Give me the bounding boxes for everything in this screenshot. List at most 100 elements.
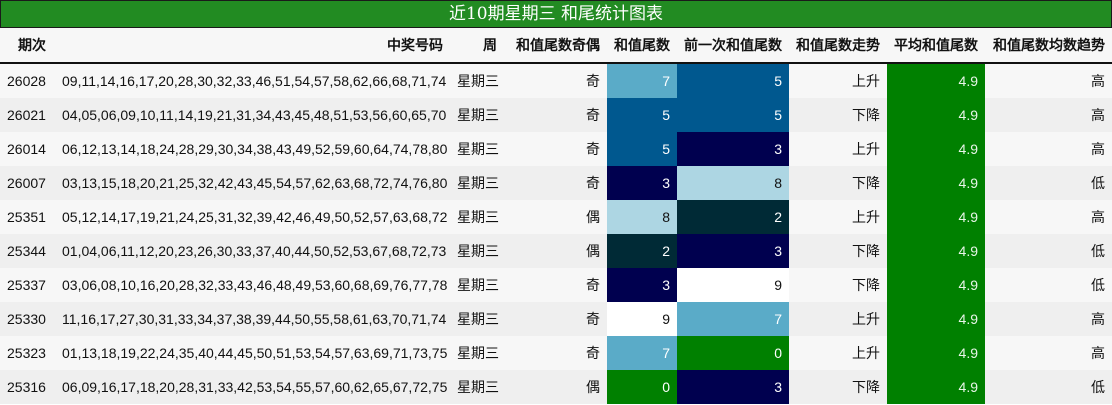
tail-cell: 5 (607, 98, 677, 132)
avg-cell: 4.9 (887, 370, 985, 404)
prev-tail-cell: 5 (677, 98, 789, 132)
avg-cell: 4.9 (887, 98, 985, 132)
period-cell: 25323 (0, 336, 55, 370)
numbers-cell: 01,04,06,11,12,20,23,26,30,33,37,40,44,5… (55, 234, 450, 268)
avg-cell: 4.9 (887, 234, 985, 268)
chart-title: 近10期星期三 和尾统计图表 (0, 0, 1112, 28)
numbers-cell: 11,16,17,27,30,31,33,34,37,38,39,44,50,5… (55, 302, 450, 336)
trend-cell: 上升 (789, 302, 887, 336)
period-cell: 25351 (0, 200, 55, 234)
trend-cell: 上升 (789, 336, 887, 370)
statistics-table: 期次 中奖号码 周 和值尾数奇偶 和值尾数 前一次和值尾数 和值尾数走势 平均和… (0, 28, 1112, 404)
table-row: 26021 04,05,06,09,10,11,14,19,21,31,34,43… (0, 98, 1112, 132)
weekday-cell: 星期三 (450, 370, 504, 404)
numbers-cell: 05,12,14,17,19,21,24,25,31,32,39,42,46,4… (55, 200, 450, 234)
parity-cell: 奇 (504, 166, 607, 200)
header-period: 期次 (0, 28, 55, 64)
tail-cell: 9 (607, 302, 677, 336)
trend-cell: 下降 (789, 98, 887, 132)
trend-cell: 上升 (789, 132, 887, 166)
parity-cell: 偶 (504, 200, 607, 234)
numbers-cell: 06,09,16,17,18,20,28,31,33,42,53,54,55,5… (55, 370, 450, 404)
parity-cell: 奇 (504, 268, 607, 302)
weekday-cell: 星期三 (450, 132, 504, 166)
parity-cell: 奇 (504, 336, 607, 370)
weekday-cell: 星期三 (450, 268, 504, 302)
numbers-cell: 03,13,15,18,20,21,25,32,42,43,45,54,57,6… (55, 166, 450, 200)
avg-cell: 4.9 (887, 268, 985, 302)
weekday-cell: 星期三 (450, 234, 504, 268)
avg-cell: 4.9 (887, 166, 985, 200)
numbers-cell: 09,11,14,16,17,20,28,30,32,33,46,51,54,5… (55, 63, 450, 98)
table-row: 25351 05,12,14,17,19,21,24,25,31,32,39,42… (0, 200, 1112, 234)
period-cell: 26028 (0, 63, 55, 98)
weekday-cell: 星期三 (450, 166, 504, 200)
prev-tail-cell: 5 (677, 63, 789, 98)
prev-tail-cell: 0 (677, 336, 789, 370)
table-row: 25337 03,06,08,10,16,20,28,32,33,43,46,48… (0, 268, 1112, 302)
avg-trend-cell: 高 (985, 63, 1112, 98)
prev-tail-cell: 2 (677, 200, 789, 234)
header-row: 期次 中奖号码 周 和值尾数奇偶 和值尾数 前一次和值尾数 和值尾数走势 平均和… (0, 28, 1112, 64)
tail-cell: 0 (607, 370, 677, 404)
weekday-cell: 星期三 (450, 98, 504, 132)
numbers-cell: 01,13,18,19,22,24,35,40,44,45,50,51,53,5… (55, 336, 450, 370)
header-avg-trend: 和值尾数均数趋势 (985, 28, 1112, 64)
avg-cell: 4.9 (887, 63, 985, 98)
parity-cell: 奇 (504, 132, 607, 166)
avg-trend-cell: 高 (985, 200, 1112, 234)
header-prev-tail: 前一次和值尾数 (677, 28, 789, 64)
trend-cell: 下降 (789, 166, 887, 200)
avg-cell: 4.9 (887, 302, 985, 336)
prev-tail-cell: 3 (677, 370, 789, 404)
avg-trend-cell: 低 (985, 234, 1112, 268)
table-row: 25344 01,04,06,11,12,20,23,26,30,33,37,40… (0, 234, 1112, 268)
avg-cell: 4.9 (887, 336, 985, 370)
numbers-cell: 03,06,08,10,16,20,28,32,33,43,46,48,49,5… (55, 268, 450, 302)
header-weekday: 周 (450, 28, 504, 64)
table-row: 26007 03,13,15,18,20,21,25,32,42,43,45,54… (0, 166, 1112, 200)
header-tail: 和值尾数 (607, 28, 677, 64)
table-row: 25323 01,13,18,19,22,24,35,40,44,45,50,51… (0, 336, 1112, 370)
period-cell: 25330 (0, 302, 55, 336)
weekday-cell: 星期三 (450, 200, 504, 234)
trend-cell: 下降 (789, 234, 887, 268)
header-numbers: 中奖号码 (55, 28, 450, 64)
period-cell: 25344 (0, 234, 55, 268)
header-avg: 平均和值尾数 (887, 28, 985, 64)
numbers-cell: 04,05,06,09,10,11,14,19,21,31,34,43,45,4… (55, 98, 450, 132)
trend-cell: 下降 (789, 268, 887, 302)
parity-cell: 偶 (504, 234, 607, 268)
prev-tail-cell: 8 (677, 166, 789, 200)
trend-cell: 上升 (789, 63, 887, 98)
avg-trend-cell: 低 (985, 370, 1112, 404)
tail-cell: 5 (607, 132, 677, 166)
parity-cell: 奇 (504, 302, 607, 336)
header-trend: 和值尾数走势 (789, 28, 887, 64)
avg-trend-cell: 高 (985, 98, 1112, 132)
tail-cell: 3 (607, 166, 677, 200)
avg-trend-cell: 高 (985, 336, 1112, 370)
prev-tail-cell: 3 (677, 234, 789, 268)
period-cell: 25316 (0, 370, 55, 404)
numbers-cell: 06,12,13,14,18,24,28,29,30,34,38,43,49,5… (55, 132, 450, 166)
avg-trend-cell: 低 (985, 268, 1112, 302)
parity-cell: 偶 (504, 370, 607, 404)
tail-cell: 8 (607, 200, 677, 234)
tail-cell: 7 (607, 336, 677, 370)
avg-trend-cell: 高 (985, 302, 1112, 336)
trend-cell: 下降 (789, 370, 887, 404)
header-parity: 和值尾数奇偶 (504, 28, 607, 64)
weekday-cell: 星期三 (450, 336, 504, 370)
table-row: 26014 06,12,13,14,18,24,28,29,30,34,38,43… (0, 132, 1112, 166)
period-cell: 25337 (0, 268, 55, 302)
parity-cell: 奇 (504, 63, 607, 98)
weekday-cell: 星期三 (450, 302, 504, 336)
table-row: 26028 09,11,14,16,17,20,28,30,32,33,46,51… (0, 63, 1112, 98)
period-cell: 26014 (0, 132, 55, 166)
parity-cell: 奇 (504, 98, 607, 132)
table-row: 25316 06,09,16,17,18,20,28,31,33,42,53,54… (0, 370, 1112, 404)
prev-tail-cell: 3 (677, 132, 789, 166)
tail-cell: 2 (607, 234, 677, 268)
avg-trend-cell: 低 (985, 166, 1112, 200)
